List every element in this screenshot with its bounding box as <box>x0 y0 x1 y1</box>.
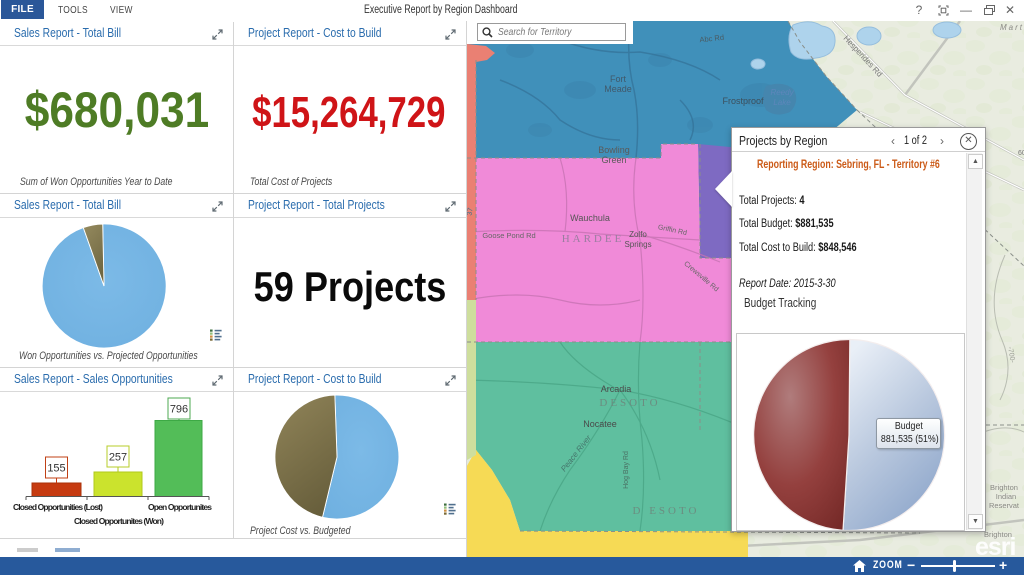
svg-text:Frostproof: Frostproof <box>722 96 764 106</box>
svg-text:Bowling: Bowling <box>598 145 630 155</box>
svg-text:esri: esri <box>975 533 1016 557</box>
svg-text:Reedy: Reedy <box>770 88 794 97</box>
svg-text:Springs: Springs <box>624 240 651 249</box>
svg-text:Wauchula: Wauchula <box>570 213 610 223</box>
svg-text:Brighton: Brighton <box>984 530 1012 539</box>
svg-text:-700-: -700- <box>1006 346 1016 364</box>
svg-text:257: 257 <box>109 452 127 464</box>
svg-text:Closed Opportunites (Won): Closed Opportunites (Won) <box>74 516 164 526</box>
svg-text:796: 796 <box>170 404 188 416</box>
svg-text:DESOTO: DESOTO <box>599 397 660 409</box>
svg-text:Nocatee: Nocatee <box>583 419 617 429</box>
svg-text:Abc Rd: Abc Rd <box>699 33 724 45</box>
svg-text:Zolfo: Zolfo <box>629 230 647 239</box>
svg-text:37: 37 <box>467 207 475 216</box>
svg-text:60: 60 <box>1018 150 1024 157</box>
svg-text:Green: Green <box>601 155 626 165</box>
svg-text:Lake: Lake <box>773 98 791 107</box>
svg-text:Fort: Fort <box>610 74 627 84</box>
svg-text:Martin: Martin <box>1000 23 1024 32</box>
svg-text:Hog Bay Rd: Hog Bay Rd <box>623 451 630 489</box>
svg-text:Closed Opportunities (Lost): Closed Opportunities (Lost) <box>13 502 103 512</box>
svg-text:Goose Pond Rd: Goose Pond Rd <box>482 231 535 240</box>
svg-text:Arcadia: Arcadia <box>601 384 632 394</box>
svg-text:Meade: Meade <box>604 84 632 94</box>
svg-text:Indian: Indian <box>996 492 1016 501</box>
svg-text:D ESOTO: D ESOTO <box>633 505 700 517</box>
svg-text:HARDEE: HARDEE <box>562 233 625 245</box>
svg-text:Brighton: Brighton <box>990 483 1018 492</box>
svg-text:Reservat: Reservat <box>989 501 1020 510</box>
svg-text:155: 155 <box>47 463 65 475</box>
svg-text:Open Opportunites: Open Opportunites <box>148 502 212 512</box>
